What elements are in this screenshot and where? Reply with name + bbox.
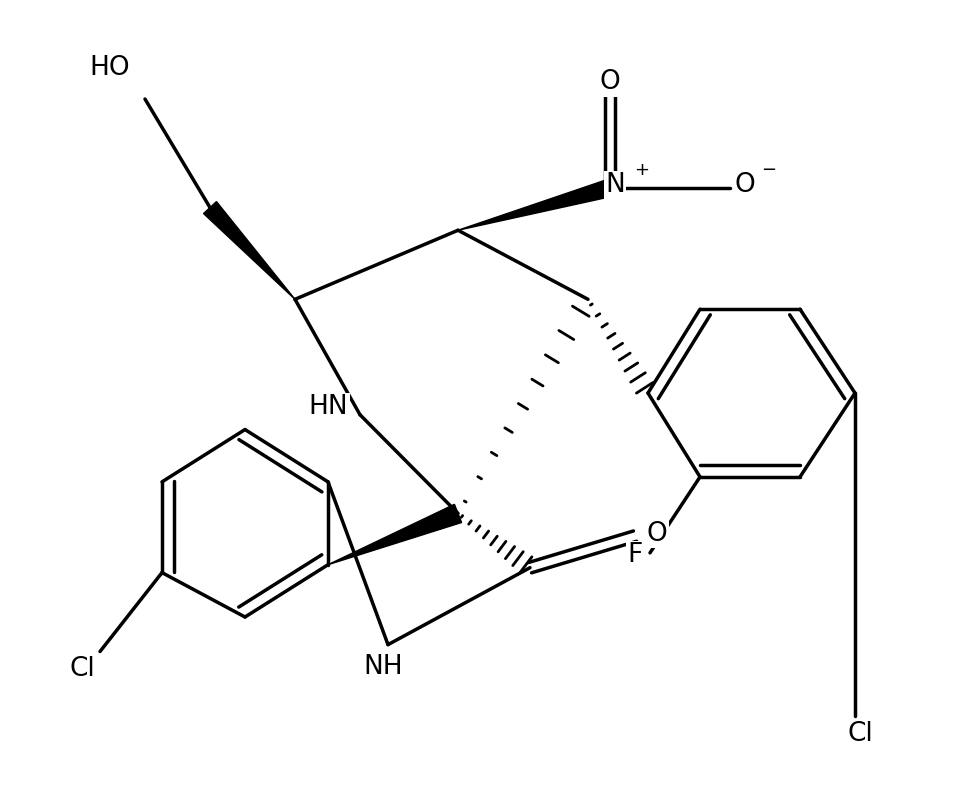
Text: HO: HO: [90, 56, 130, 82]
Polygon shape: [327, 504, 461, 565]
Text: O: O: [734, 172, 755, 198]
Text: −: −: [760, 161, 776, 179]
Text: Cl: Cl: [846, 721, 871, 746]
Text: O: O: [599, 69, 619, 95]
Text: N: N: [605, 172, 624, 198]
Text: +: +: [634, 161, 649, 179]
Polygon shape: [203, 201, 295, 299]
Polygon shape: [457, 179, 612, 230]
Text: HN: HN: [309, 394, 348, 420]
Text: NH: NH: [362, 654, 403, 680]
Text: Cl: Cl: [69, 657, 95, 683]
Text: O: O: [646, 521, 667, 547]
Text: F: F: [626, 542, 642, 568]
